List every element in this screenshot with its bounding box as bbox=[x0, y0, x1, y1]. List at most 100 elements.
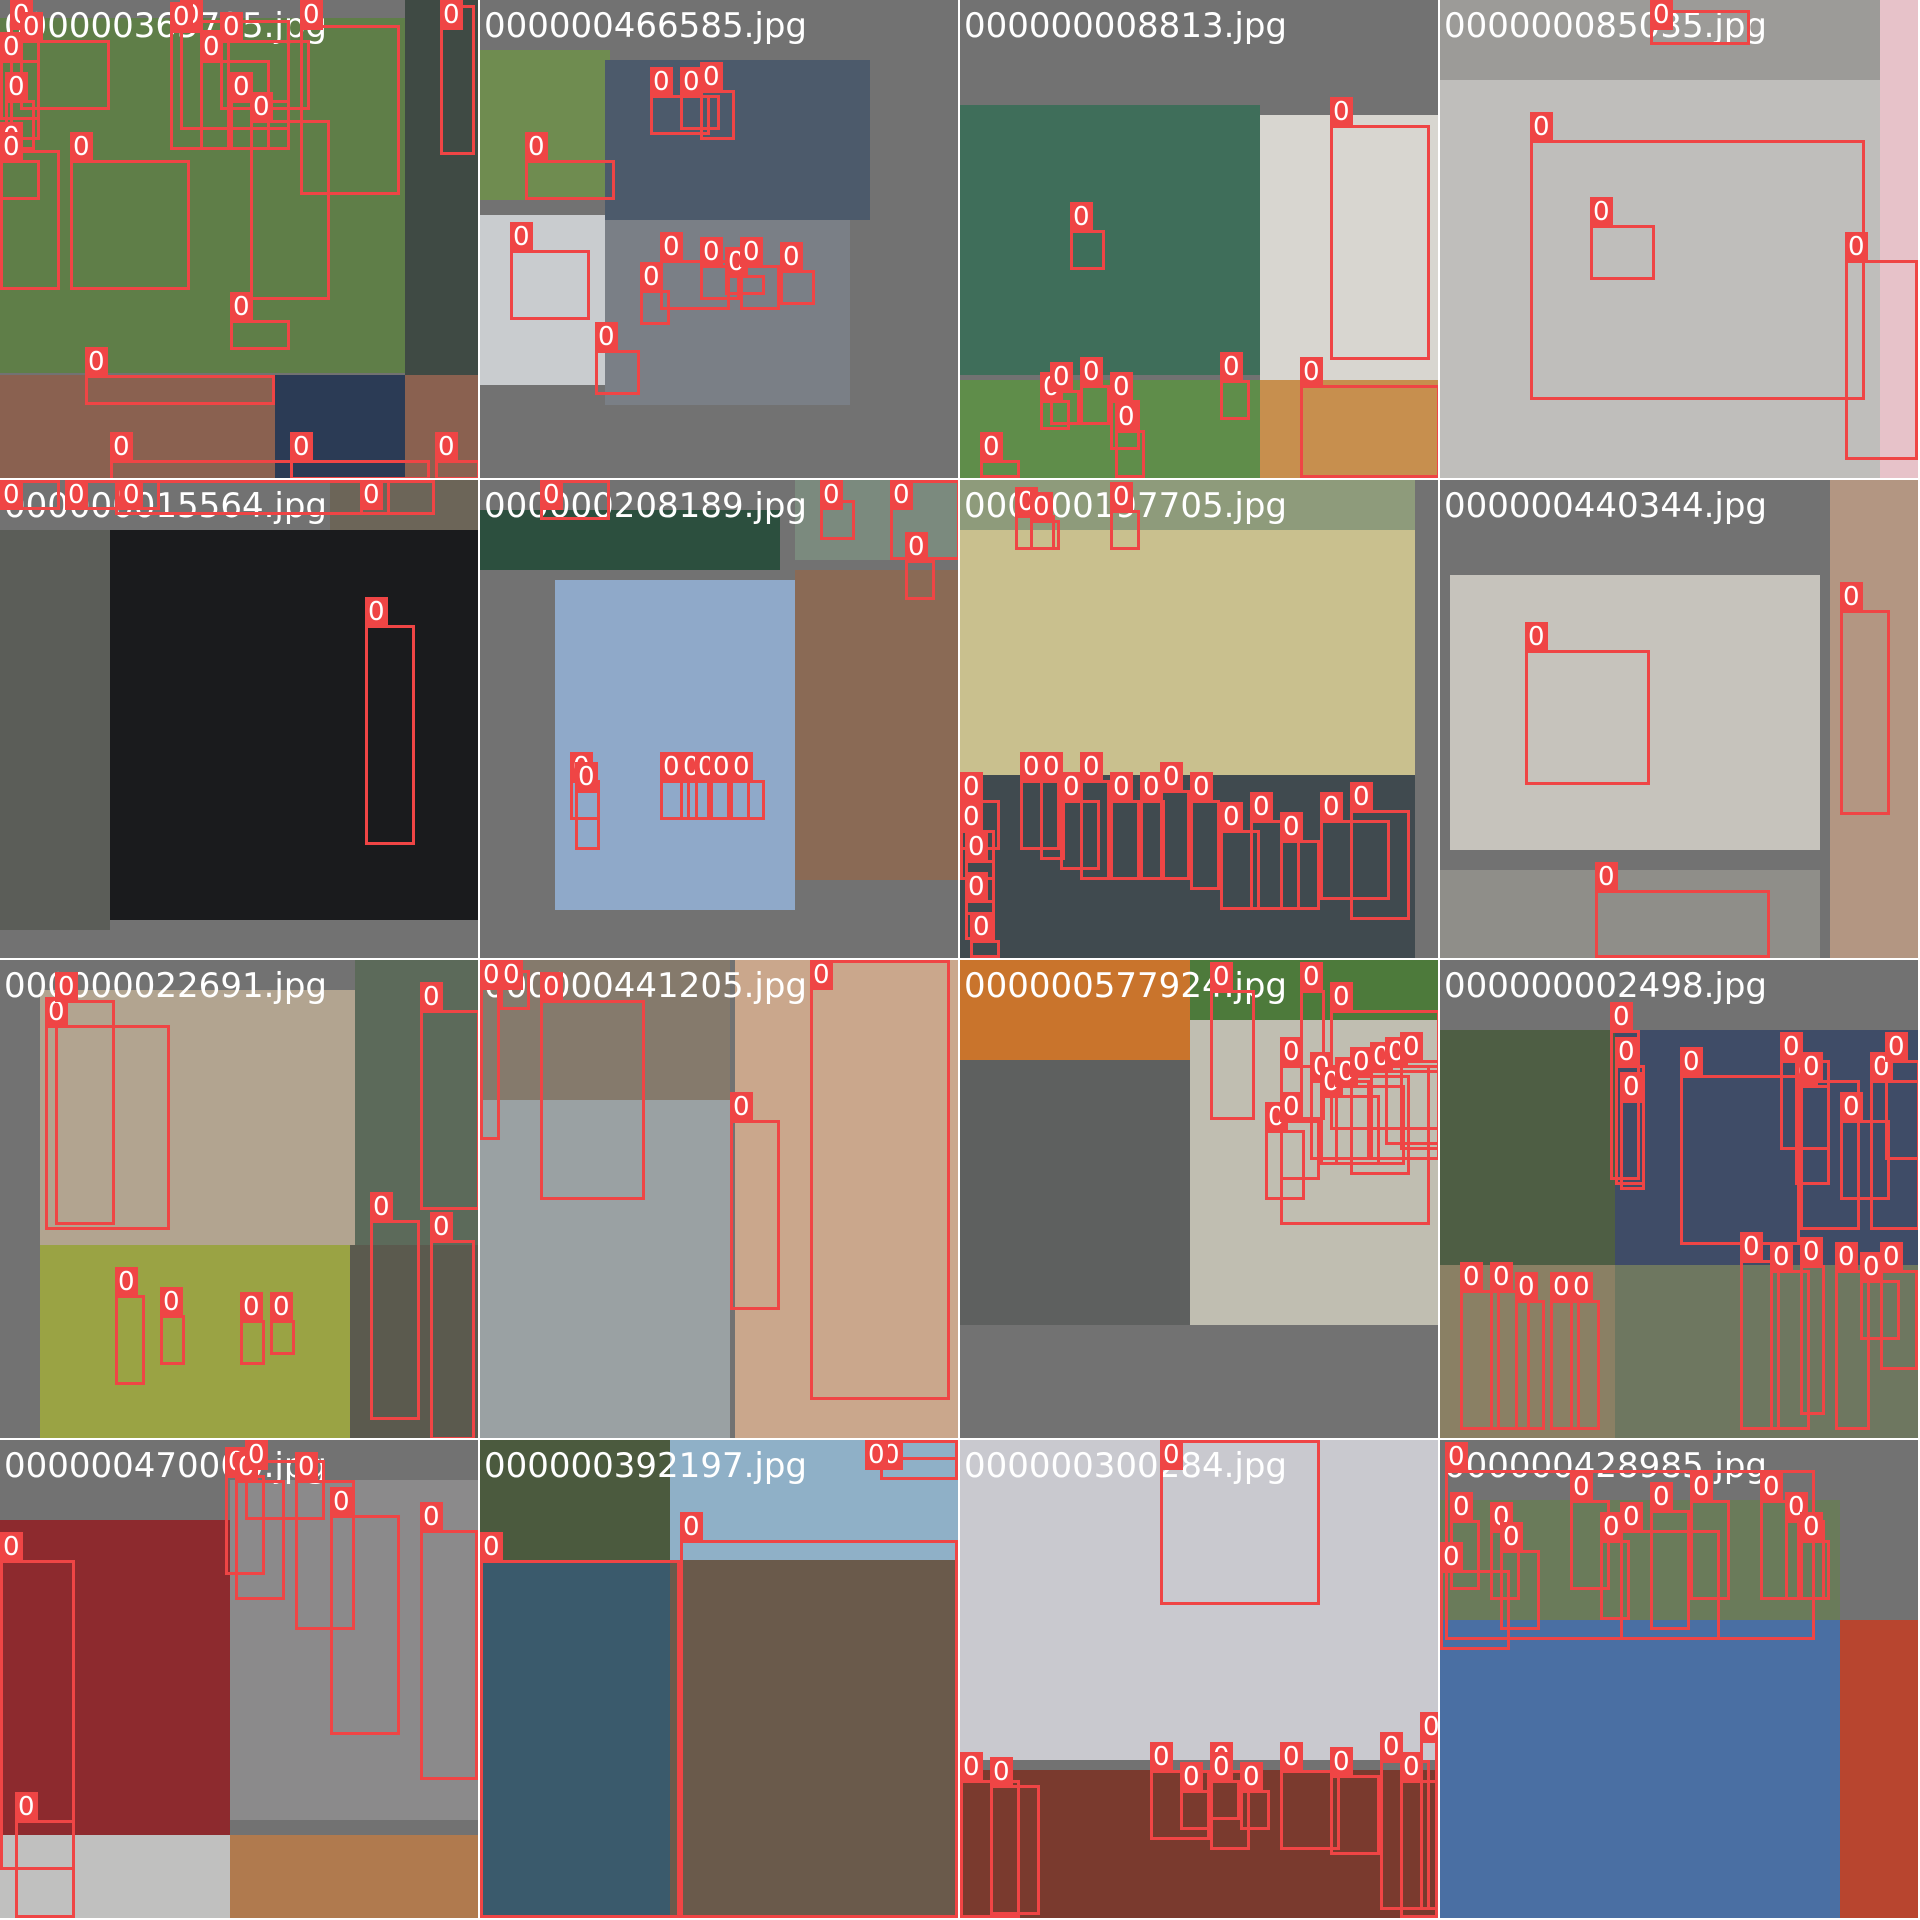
bounding-box-label: 0 bbox=[1680, 1047, 1703, 1077]
tile-photo bbox=[960, 105, 1260, 375]
bounding-box bbox=[230, 320, 290, 350]
tile-filename: 000000002498.jpg bbox=[1444, 966, 1767, 1006]
bounding-box-label: 0 bbox=[1140, 772, 1163, 802]
bounding-box-label: 0 bbox=[1280, 1742, 1303, 1772]
bounding-box bbox=[1240, 1790, 1270, 1830]
bounding-box-label: 0 bbox=[640, 262, 663, 292]
bounding-box bbox=[905, 560, 935, 600]
bounding-box-label: 0 bbox=[1280, 1037, 1303, 1067]
bounding-box-label: 0 bbox=[0, 32, 23, 62]
mosaic-tile: 000000022691.jpg 0 0 0 0 0 0 0 0 0 bbox=[0, 960, 478, 1438]
bounding-box-label: 0 bbox=[220, 12, 243, 42]
bounding-box-label: 0 bbox=[1590, 197, 1613, 227]
bounding-box bbox=[525, 160, 615, 200]
tile-photo bbox=[1440, 80, 1910, 478]
bounding-box-label: 0 bbox=[700, 237, 723, 267]
bounding-box bbox=[85, 375, 275, 405]
bounding-box-label: 0 bbox=[500, 960, 523, 990]
bounding-box-label: 0 bbox=[110, 432, 133, 462]
bounding-box-label: 0 bbox=[965, 872, 988, 902]
bounding-box bbox=[1370, 1070, 1438, 1160]
bounding-box bbox=[1080, 780, 1110, 880]
bounding-box bbox=[1845, 260, 1918, 460]
bounding-box-label: 0 bbox=[420, 982, 443, 1012]
bounding-box-label: 0 bbox=[1080, 357, 1103, 387]
bounding-box-label: 0 bbox=[1160, 1440, 1183, 1470]
bounding-box-label: 0 bbox=[510, 222, 533, 252]
bounding-box bbox=[1330, 125, 1430, 360]
bounding-box bbox=[1590, 225, 1655, 280]
bounding-box-label: 0 bbox=[1780, 1032, 1803, 1062]
bounding-box-label: 0 bbox=[45, 997, 68, 1027]
bounding-box bbox=[575, 790, 600, 850]
bounding-box-label: 0 bbox=[1620, 1502, 1643, 1532]
bounding-box-label: 0 bbox=[1690, 1472, 1713, 1502]
bounding-box-label: 0 bbox=[0, 1532, 23, 1562]
bounding-box bbox=[1110, 800, 1140, 880]
bounding-box-label: 0 bbox=[1500, 1522, 1523, 1552]
bounding-box-label: 0 bbox=[1220, 802, 1243, 832]
bounding-box-label: 0 bbox=[1030, 492, 1053, 522]
bounding-box-label: 0 bbox=[1800, 1237, 1823, 1267]
mosaic-tile: 000000441205.jpg 0 0 0 0 0 bbox=[480, 960, 958, 1438]
bounding-box bbox=[1595, 890, 1770, 958]
bounding-box bbox=[1690, 1500, 1730, 1600]
bounding-box-label: 0 bbox=[1110, 482, 1133, 512]
tile-photo bbox=[1840, 1620, 1918, 1918]
bounding-box-label: 0 bbox=[1300, 962, 1323, 992]
bounding-box bbox=[1190, 800, 1220, 890]
bounding-box-label: 0 bbox=[1860, 1252, 1883, 1282]
bounding-box-label: 0 bbox=[440, 0, 463, 30]
bounding-box bbox=[510, 250, 590, 320]
bounding-box-label: 0 bbox=[1250, 792, 1273, 822]
bounding-box-label: 0 bbox=[1150, 1742, 1173, 1772]
bounding-box bbox=[1330, 1775, 1380, 1855]
tile-filename: 000000470000.jpg bbox=[4, 1446, 327, 1486]
bounding-box-label: 0 bbox=[575, 762, 598, 792]
bounding-box-label: 0 bbox=[780, 242, 803, 272]
bounding-box-label: 0 bbox=[295, 1452, 318, 1482]
bounding-box bbox=[0, 160, 40, 200]
bounding-box-label: 0 bbox=[1115, 402, 1138, 432]
bounding-box bbox=[270, 1320, 295, 1355]
bounding-box bbox=[1210, 1780, 1240, 1820]
bounding-box bbox=[1280, 840, 1320, 910]
bounding-box bbox=[420, 1530, 478, 1780]
mosaic-tile: 000000428985.jpg 0 0 0 0 0 0 0 0 0 0 0 0 0 bbox=[1440, 1440, 1918, 1918]
bounding-box bbox=[1620, 1100, 1645, 1190]
bounding-box bbox=[1650, 1510, 1690, 1630]
bounding-box-label: 0 bbox=[240, 1292, 263, 1322]
bounding-box-label: 0 bbox=[480, 1532, 503, 1562]
bounding-box-label: 0 bbox=[245, 1440, 268, 1470]
bounding-box bbox=[990, 1785, 1040, 1915]
bounding-box-label: 0 bbox=[55, 972, 78, 1002]
bounding-box-label: 0 bbox=[650, 67, 673, 97]
bounding-box bbox=[115, 1295, 145, 1385]
bounding-box-label: 0 bbox=[960, 802, 983, 832]
bounding-box-label: 0 bbox=[0, 480, 23, 510]
bounding-box bbox=[0, 150, 60, 290]
bounding-box bbox=[435, 460, 478, 478]
bounding-box bbox=[730, 1120, 780, 1310]
bounding-box bbox=[1420, 1740, 1438, 1910]
bounding-box-label: 0 bbox=[1740, 1232, 1763, 1262]
bounding-box bbox=[295, 1480, 355, 1630]
bounding-box-label: 0 bbox=[1525, 622, 1548, 652]
bounding-box-label: 0 bbox=[1450, 1492, 1473, 1522]
bounding-box-label: 0 bbox=[1770, 1242, 1793, 1272]
tile-photo bbox=[40, 990, 355, 1245]
bounding-box-label: 0 bbox=[1650, 0, 1673, 30]
bounding-box-label: 0 bbox=[980, 432, 1003, 462]
bounding-box bbox=[1840, 1120, 1890, 1200]
bounding-box-label: 0 bbox=[170, 2, 193, 32]
bounding-box bbox=[1180, 1790, 1210, 1830]
bounding-box bbox=[1385, 1065, 1438, 1145]
tile-photo bbox=[1830, 480, 1918, 958]
bounding-box bbox=[1880, 1270, 1918, 1370]
bounding-box bbox=[1800, 1265, 1825, 1415]
bounding-box bbox=[365, 625, 415, 845]
bounding-box-label: 0 bbox=[1300, 357, 1323, 387]
tile-photo bbox=[1440, 0, 1910, 80]
bounding-box-label: 0 bbox=[370, 1192, 393, 1222]
